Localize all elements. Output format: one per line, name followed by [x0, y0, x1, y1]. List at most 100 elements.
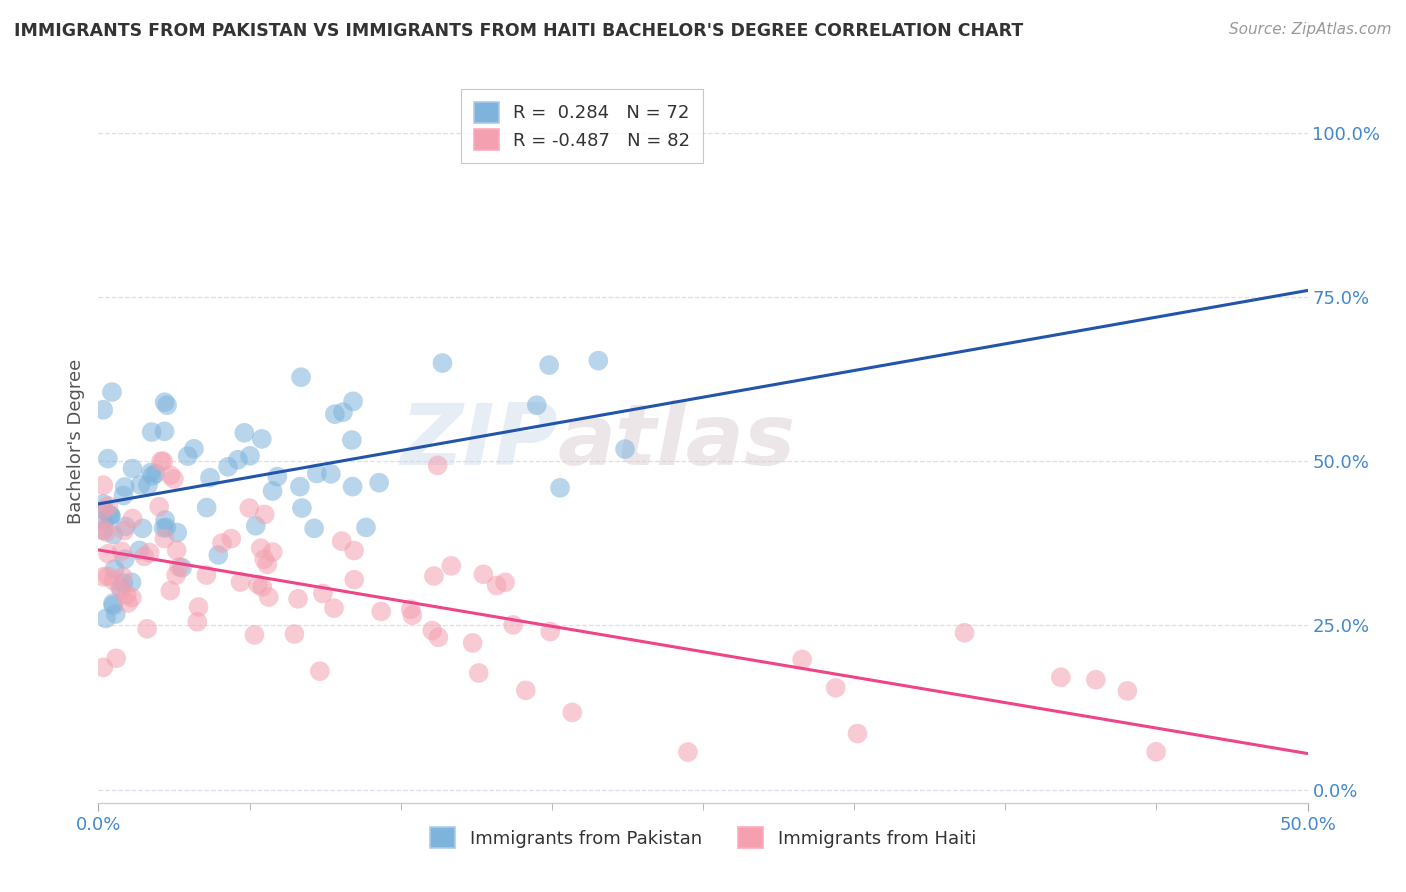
Point	[153, 532, 176, 546]
Point	[195, 568, 218, 582]
Point	[96, 524, 118, 539]
Point	[103, 599, 125, 613]
Point	[105, 651, 128, 665]
Point	[136, 478, 159, 492]
Point	[166, 525, 188, 540]
Text: IMMIGRANTS FROM PAKISTAN VS IMMIGRANTS FROM HAITI BACHELOR'S DEGREE CORRELATION : IMMIGRANTS FROM PAKISTAN VS IMMIGRANTS F…	[14, 22, 1024, 40]
Point	[108, 581, 131, 595]
Point	[104, 607, 127, 621]
Point	[129, 478, 152, 492]
Point	[792, 652, 814, 666]
Point	[238, 501, 260, 516]
Point	[150, 454, 173, 468]
Point	[370, 604, 392, 618]
Point	[249, 541, 271, 556]
Point	[103, 574, 125, 588]
Point	[101, 385, 124, 400]
Point	[287, 591, 309, 606]
Point	[183, 442, 205, 456]
Point	[332, 405, 354, 419]
Point	[91, 660, 114, 674]
Point	[1084, 673, 1107, 687]
Point	[427, 630, 450, 644]
Point	[110, 582, 132, 597]
Point	[290, 370, 312, 384]
Point	[401, 608, 423, 623]
Point	[91, 513, 114, 527]
Point	[141, 468, 163, 483]
Point	[163, 472, 186, 486]
Point	[112, 524, 135, 538]
Point	[101, 527, 124, 541]
Point	[846, 726, 869, 740]
Point	[159, 583, 181, 598]
Point	[239, 449, 262, 463]
Point	[136, 622, 159, 636]
Point	[91, 497, 114, 511]
Point	[502, 618, 524, 632]
Point	[423, 569, 446, 583]
Point	[824, 681, 846, 695]
Point	[153, 395, 176, 409]
Point	[141, 425, 163, 439]
Point	[305, 467, 328, 481]
Point	[115, 588, 138, 602]
Point	[343, 543, 366, 558]
Point	[195, 500, 218, 515]
Point	[253, 508, 276, 522]
Point	[1144, 745, 1167, 759]
Point	[354, 520, 377, 534]
Point	[288, 480, 311, 494]
Point	[97, 451, 120, 466]
Point	[91, 522, 114, 536]
Point	[110, 544, 132, 558]
Point	[211, 536, 233, 550]
Point	[262, 483, 284, 498]
Point	[302, 521, 325, 535]
Point	[420, 624, 443, 638]
Point	[207, 548, 229, 562]
Point	[114, 519, 136, 533]
Point	[91, 402, 114, 417]
Point	[233, 425, 256, 440]
Text: ZIP: ZIP	[401, 400, 558, 483]
Point	[342, 480, 364, 494]
Point	[166, 543, 188, 558]
Point	[112, 576, 135, 591]
Point	[100, 508, 122, 523]
Point	[112, 489, 135, 503]
Point	[440, 558, 463, 573]
Point	[291, 501, 314, 516]
Point	[257, 590, 280, 604]
Point	[148, 500, 170, 514]
Point	[139, 466, 162, 480]
Point	[128, 543, 150, 558]
Point	[103, 562, 125, 576]
Point	[121, 591, 143, 605]
Point	[368, 475, 391, 490]
Point	[121, 575, 143, 590]
Text: atlas: atlas	[558, 400, 796, 483]
Point	[494, 575, 516, 590]
Point	[186, 615, 208, 629]
Point	[319, 467, 342, 481]
Point	[467, 665, 489, 680]
Point	[308, 664, 330, 678]
Point	[342, 394, 364, 409]
Point	[1116, 684, 1139, 698]
Point	[152, 454, 174, 468]
Point	[340, 433, 363, 447]
Point	[253, 552, 276, 566]
Point	[252, 580, 274, 594]
Y-axis label: Bachelor's Degree: Bachelor's Degree	[66, 359, 84, 524]
Point	[177, 449, 200, 463]
Point	[588, 353, 610, 368]
Point	[91, 478, 114, 492]
Point	[312, 586, 335, 600]
Point	[217, 459, 239, 474]
Point	[94, 611, 117, 625]
Point	[247, 577, 270, 591]
Point	[323, 407, 346, 421]
Point	[121, 461, 143, 475]
Point	[134, 549, 156, 564]
